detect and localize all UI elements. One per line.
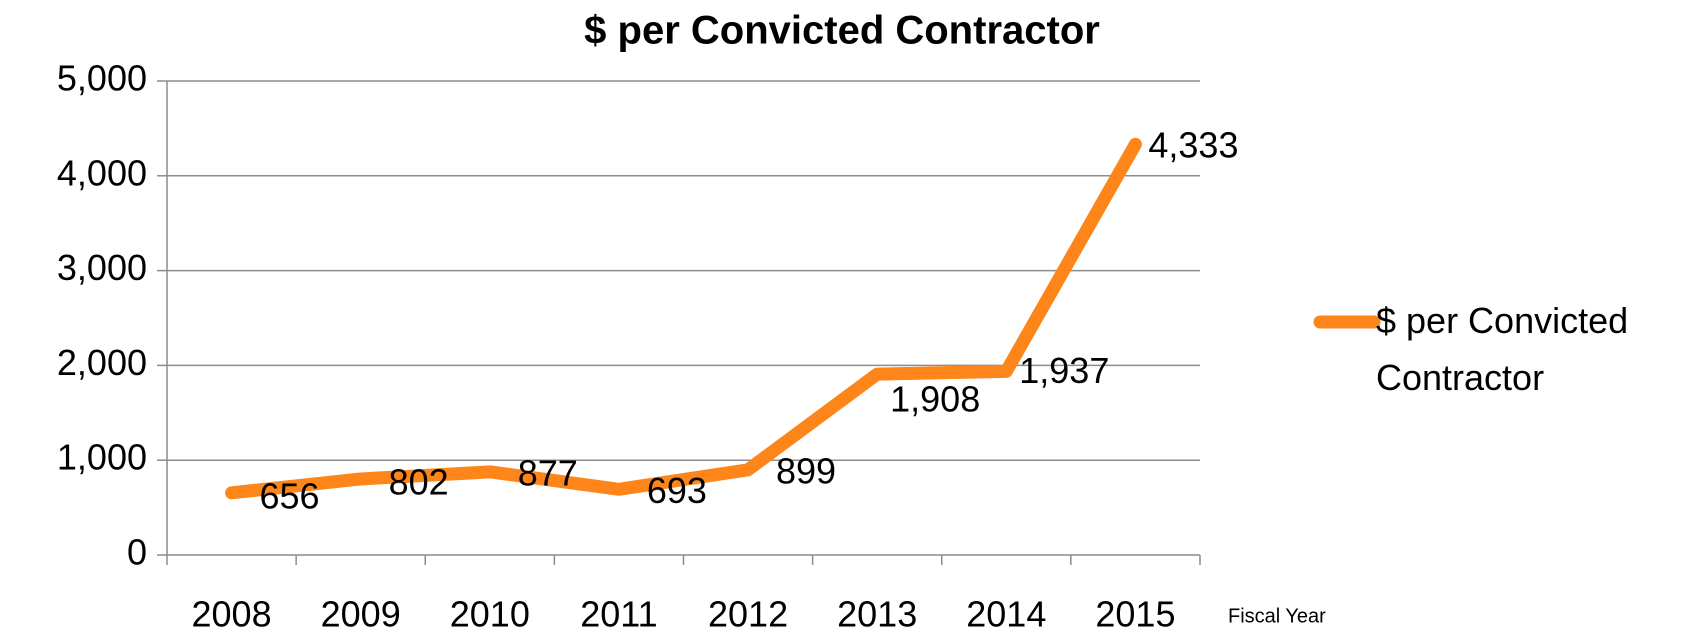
- legend-label: $ per Convicted Contractor: [1376, 300, 1629, 398]
- x-tick-label: 2012: [708, 594, 788, 634]
- x-tick-label: 2014: [966, 594, 1046, 634]
- y-tick-label: 0: [127, 532, 147, 573]
- x-tick-label: 2015: [1095, 594, 1175, 634]
- data-line: [225, 137, 1142, 500]
- data-label: 693: [647, 470, 707, 511]
- legend-item: $ per Convicted Contractor: [1376, 300, 1629, 398]
- x-tick-label: 2008: [192, 594, 272, 634]
- y-tick-label: 1,000: [57, 437, 147, 478]
- x-tick-label: 2009: [321, 594, 401, 634]
- y-tick-label: 4,000: [57, 152, 147, 193]
- data-label: 1,908: [890, 379, 980, 420]
- x-tick-label: 2013: [837, 594, 917, 634]
- data-label: 656: [260, 475, 320, 516]
- chart-title: $ per Convicted Contractor: [584, 9, 1100, 53]
- data-label: 802: [389, 461, 449, 502]
- data-label: 1,937: [1019, 350, 1109, 391]
- y-tick-label: 2,000: [57, 342, 147, 383]
- x-tick-label: 2011: [580, 594, 657, 634]
- data-label: 877: [518, 452, 578, 493]
- x-axis-label: Fiscal Year: [1228, 605, 1326, 627]
- data-label: 4,333: [1148, 125, 1238, 166]
- x-tick-label: 2010: [450, 594, 530, 634]
- data-label: 899: [776, 450, 836, 491]
- y-tick-label: 5,000: [57, 58, 147, 99]
- y-tick-label: 3,000: [57, 247, 147, 288]
